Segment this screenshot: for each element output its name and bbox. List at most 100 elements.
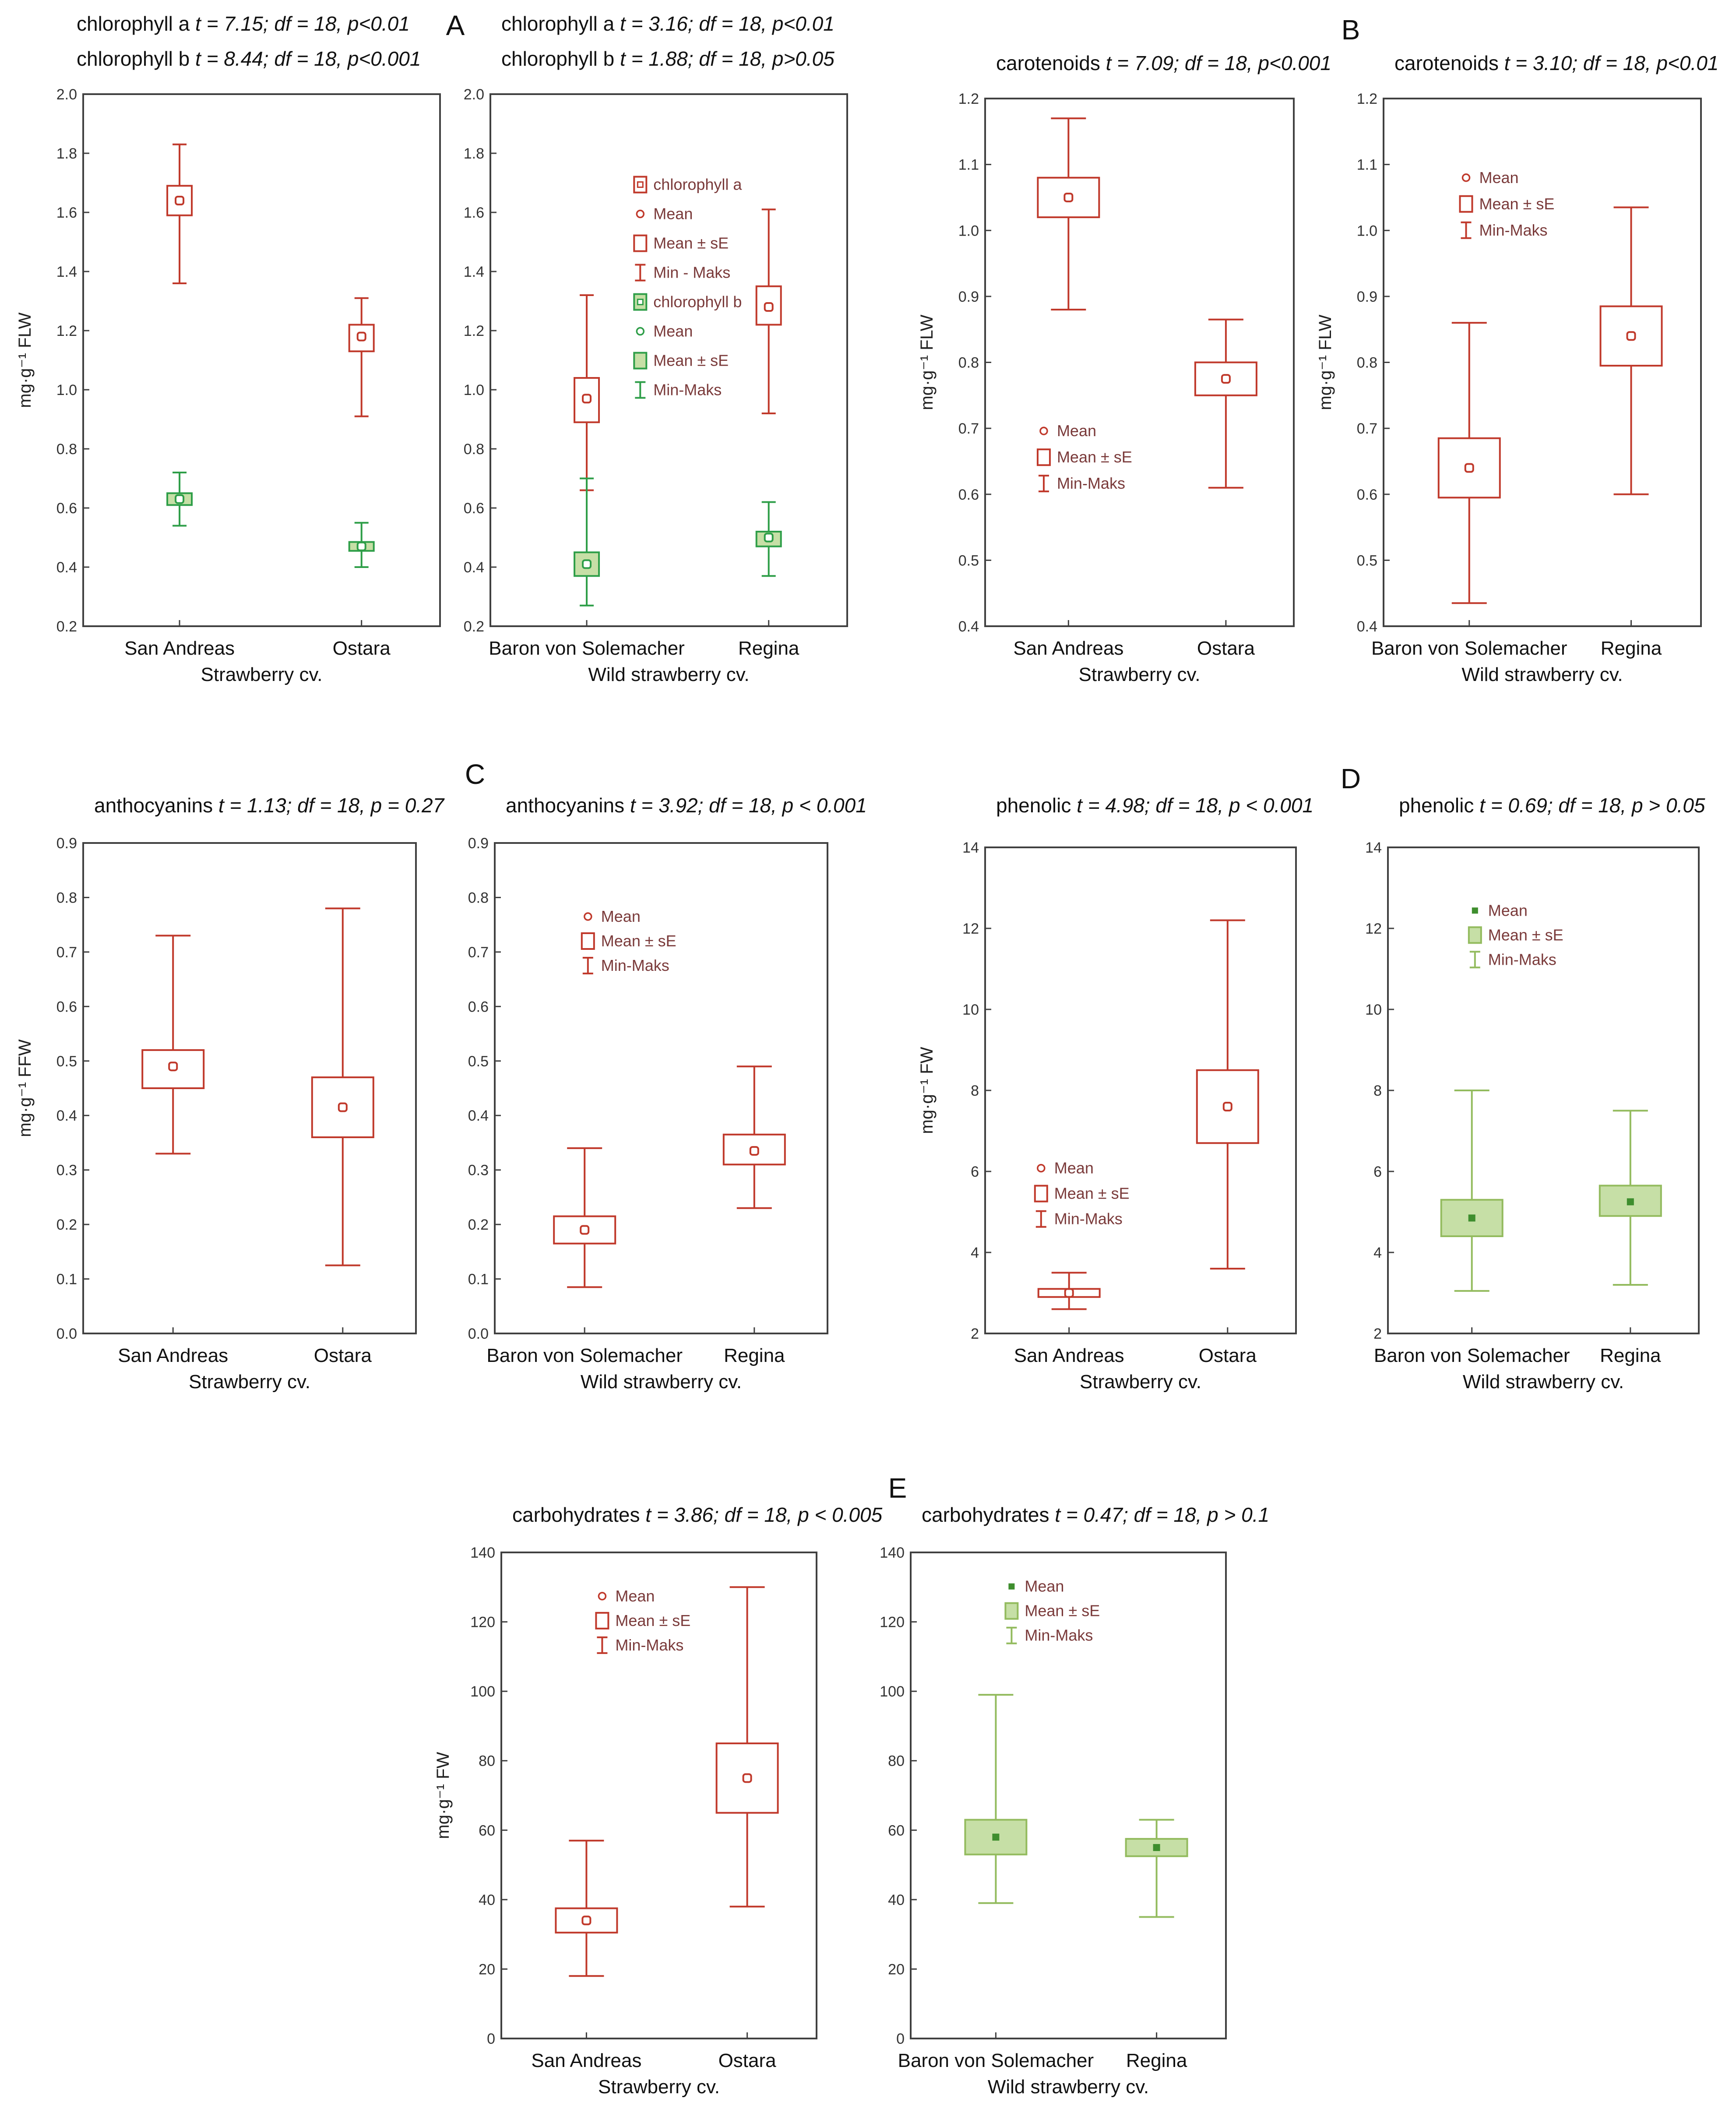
chart-C-left: anthocyanins t = 1.13; df = 18, p = 0.27… (15, 794, 445, 1393)
y-tick-label: 6 (1373, 1164, 1382, 1180)
chart-E-right: carbohydrates t = 0.47; df = 18, p > 0.1… (880, 1503, 1269, 2098)
y-tick-label: 0.8 (56, 889, 77, 906)
legend-dot-glyph (1461, 173, 1471, 182)
x-tick-label: Baron von Solemacher (486, 1345, 683, 1366)
se-box (555, 1907, 618, 1934)
plot-frame (1387, 846, 1700, 1334)
x-tick-label: San Andreas (118, 1345, 228, 1366)
y-tick-label: 0.6 (56, 500, 77, 517)
x-tick-label: Regina (1601, 638, 1662, 659)
y-tick-label: 1.0 (464, 382, 484, 399)
mean-marker (742, 1773, 752, 1783)
header-stat: t = 0.47; df = 18, p > 0.1 (1055, 1503, 1269, 1526)
x-tick-label: Baron von Solemacher (489, 638, 685, 659)
chart-header-line: anthocyanins t = 3.92; df = 18, p < 0.00… (506, 794, 867, 817)
y-tick-label: 1.4 (464, 264, 484, 280)
y-tick-label: 0.2 (56, 1217, 77, 1233)
x-tick-label: Ostara (1199, 1345, 1257, 1366)
mean-marker (1222, 1102, 1232, 1111)
legend-label: Min-Maks (1025, 1626, 1093, 1644)
x-tick-label: Ostara (1197, 638, 1255, 659)
y-tick-label: 10 (962, 1002, 979, 1018)
y-tick-label: 0.9 (56, 835, 77, 852)
y-tick-label: 1.6 (464, 205, 484, 221)
y-tick-label: 0.7 (958, 420, 979, 437)
legend-label: Min - Maks (653, 264, 730, 282)
chart-header-line: carbohydrates t = 0.47; df = 18, p > 0.1 (922, 1503, 1269, 1526)
chart-C-right: anthocyanins t = 3.92; df = 18, p < 0.00… (468, 794, 867, 1393)
legend-box-glyph (633, 234, 648, 252)
mean-marker (1064, 1288, 1074, 1298)
header-metric: chlorophyll a (501, 12, 620, 35)
legend-label: Mean ± sE (1054, 1185, 1130, 1203)
y-tick-label: 0.9 (1357, 289, 1377, 305)
chart-D-right: phenolic t = 0.69; df = 18, p > 0.05 2 4 6 8… (1365, 794, 1705, 1393)
mean-marker (1221, 374, 1231, 384)
legend-box-glyph (1468, 926, 1482, 944)
y-tick-label: 12 (962, 921, 979, 937)
y-tick-label: 120 (880, 1614, 905, 1631)
y-tick-label: 0.9 (958, 289, 979, 305)
y-tick-label: 20 (888, 1961, 905, 1978)
chart-header-line: anthocyanins t = 1.13; df = 18, p = 0.27 (94, 794, 445, 817)
mean-marker (1153, 1844, 1160, 1851)
y-tick-label: 0.1 (56, 1271, 77, 1288)
mean-marker (1626, 331, 1636, 341)
y-tick-label: 1.4 (56, 264, 77, 280)
x-axis-label: Wild strawberry cv. (1463, 1371, 1624, 1393)
x-tick-label: Regina (1126, 2050, 1187, 2071)
y-tick-label: 0.4 (1357, 618, 1377, 635)
y-tick-label: 0.2 (56, 618, 77, 635)
y-tick-label: 1.2 (1357, 91, 1377, 107)
chart-header-line: chlorophyll a t = 7.15; df = 18, p<0.01 (77, 12, 410, 35)
legend-dot-glyph (636, 209, 645, 219)
legend-label: Mean ± sE (653, 352, 729, 370)
y-tick-label: 0.5 (1357, 552, 1377, 569)
header-stat: t = 7.15; df = 18, p<0.01 (195, 12, 410, 35)
header-metric: chlorophyll b (77, 47, 195, 70)
y-tick-label: 0.6 (1357, 487, 1377, 503)
y-tick-label: 14 (1365, 839, 1382, 856)
plot-frame (910, 1552, 1227, 2039)
mean-marker (581, 1915, 592, 1926)
plot-frame (82, 93, 441, 627)
legend-label: Mean (653, 205, 693, 223)
panel-letter-D: D (1341, 763, 1361, 794)
mean-marker (764, 533, 774, 543)
x-axis-label: Strawberry cv. (1080, 1371, 1201, 1393)
y-tick-label: 0.8 (56, 441, 77, 458)
y-tick-label: 0.6 (468, 998, 489, 1015)
se-box (1599, 305, 1663, 367)
chart-header-line: carotenoids t = 3.10; df = 18, p<0.01 (1394, 52, 1718, 74)
y-tick-label: 8 (971, 1083, 979, 1099)
panel-letter-B: B (1342, 14, 1360, 46)
legend-label: Mean (1025, 1577, 1064, 1595)
legend-label: Min-Maks (601, 956, 669, 974)
y-tick-label: 0.4 (56, 1107, 77, 1124)
mean-marker (582, 559, 592, 569)
plot-frame (500, 1552, 817, 2039)
x-tick-label: San Andreas (124, 638, 235, 659)
y-axis-label: mg·g⁻¹ FLW (15, 312, 35, 408)
y-tick-label: 1.0 (958, 222, 979, 239)
y-tick-label: 0.2 (464, 618, 484, 635)
x-tick-label: Ostara (314, 1345, 372, 1366)
y-tick-label: 0.1 (468, 1271, 489, 1288)
legend-label: Mean (615, 1587, 655, 1605)
y-tick-label: 120 (470, 1614, 495, 1631)
legend-box-glyph (633, 352, 648, 370)
header-metric: carotenoids (1394, 52, 1504, 74)
legend-boxdot-inner (637, 299, 644, 306)
header-stat: t = 3.86; df = 18, p < 0.005 (645, 1503, 882, 1526)
legend-label: Mean (1479, 169, 1519, 187)
legend-label: Mean ± sE (1479, 195, 1555, 213)
y-tick-label: 0.6 (56, 998, 77, 1015)
y-tick-label: 0.5 (468, 1053, 489, 1070)
y-tick-label: 140 (470, 1545, 495, 1561)
se-box (348, 324, 375, 353)
y-tick-label: 60 (888, 1822, 905, 1839)
y-tick-label: 0.9 (468, 835, 489, 852)
x-tick-label: Baron von Solemacher (898, 2050, 1094, 2071)
legend-box-glyph (581, 932, 595, 950)
x-axis-label: Wild strawberry cv. (588, 664, 749, 685)
